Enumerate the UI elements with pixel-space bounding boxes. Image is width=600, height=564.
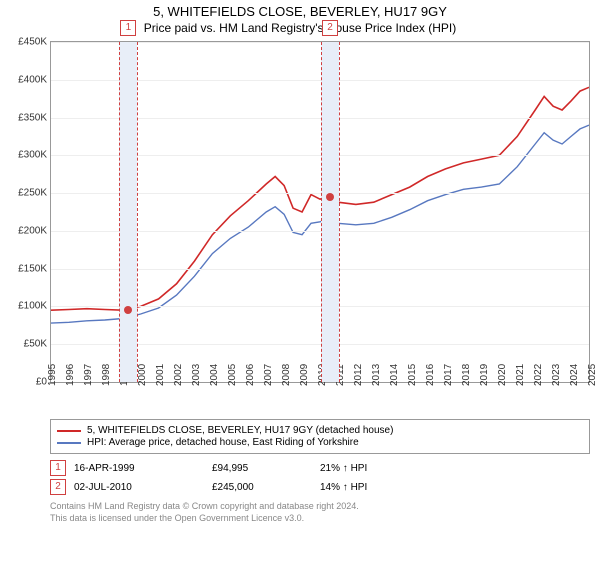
y-axis-label: £50K	[24, 339, 51, 350]
event-marker: 2	[50, 479, 66, 495]
chart-marker-dot	[124, 306, 132, 314]
event-row: 2 02-JUL-2010 £245,000 14% ↑ HPI	[50, 479, 590, 495]
x-axis-label: 2007	[263, 364, 274, 386]
chart-marker-box: 2	[322, 20, 338, 36]
dashed-line	[339, 42, 340, 382]
x-axis-label: 2001	[155, 364, 166, 386]
x-axis-label: 2024	[569, 364, 580, 386]
y-axis-label: £300K	[18, 150, 51, 161]
legend-item: 5, WHITEFIELDS CLOSE, BEVERLEY, HU17 9GY…	[57, 425, 583, 436]
event-pct: 14% ↑ HPI	[320, 482, 367, 493]
event-date: 16-APR-1999	[74, 463, 204, 474]
footer-line: This data is licensed under the Open Gov…	[50, 513, 590, 525]
legend-label: HPI: Average price, detached house, East…	[87, 437, 359, 448]
footer-line: Contains HM Land Registry data © Crown c…	[50, 501, 590, 513]
chart-marker-box: 1	[120, 20, 136, 36]
dashed-line	[321, 42, 322, 382]
x-axis-label: 2015	[407, 364, 418, 386]
y-axis-label: £150K	[18, 263, 51, 274]
event-price: £94,995	[212, 463, 312, 474]
dashed-line	[119, 42, 120, 382]
y-axis-label: £250K	[18, 188, 51, 199]
shaded-range	[321, 42, 339, 382]
x-axis-label: 2022	[533, 364, 544, 386]
shaded-range	[119, 42, 137, 382]
x-axis-label: 2002	[173, 364, 184, 386]
x-axis-label: 2013	[371, 364, 382, 386]
y-axis-label: £400K	[18, 74, 51, 85]
x-axis-label: 2020	[497, 364, 508, 386]
x-axis-label: 2008	[281, 364, 292, 386]
event-date: 02-JUL-2010	[74, 482, 204, 493]
x-axis-label: 2005	[227, 364, 238, 386]
y-axis-label: £200K	[18, 225, 51, 236]
x-axis-label: 1998	[101, 364, 112, 386]
price-chart: £0£50K£100K£150K£200K£250K£300K£350K£400…	[50, 41, 590, 383]
legend-label: 5, WHITEFIELDS CLOSE, BEVERLEY, HU17 9GY…	[87, 425, 393, 436]
event-price: £245,000	[212, 482, 312, 493]
legend: 5, WHITEFIELDS CLOSE, BEVERLEY, HU17 9GY…	[50, 419, 590, 454]
event-list: 1 16-APR-1999 £94,995 21% ↑ HPI 2 02-JUL…	[50, 460, 590, 495]
legend-swatch	[57, 442, 81, 444]
legend-swatch	[57, 430, 81, 432]
x-axis-label: 1996	[65, 364, 76, 386]
event-row: 1 16-APR-1999 £94,995 21% ↑ HPI	[50, 460, 590, 476]
x-axis-label: 1997	[83, 364, 94, 386]
x-axis-label: 1995	[47, 364, 58, 386]
x-axis-label: 2025	[587, 364, 598, 386]
event-marker: 1	[50, 460, 66, 476]
y-axis-label: £100K	[18, 301, 51, 312]
x-axis-label: 2009	[299, 364, 310, 386]
x-axis-label: 2016	[425, 364, 436, 386]
x-axis-label: 2019	[479, 364, 490, 386]
page-title: 5, WHITEFIELDS CLOSE, BEVERLEY, HU17 9GY	[0, 4, 600, 19]
x-axis-label: 2004	[209, 364, 220, 386]
dashed-line	[137, 42, 138, 382]
x-axis-label: 2006	[245, 364, 256, 386]
x-axis-label: 2000	[137, 364, 148, 386]
x-axis-label: 2023	[551, 364, 562, 386]
x-axis-label: 2018	[461, 364, 472, 386]
x-axis-label: 2021	[515, 364, 526, 386]
page-subtitle: Price paid vs. HM Land Registry's House …	[0, 21, 600, 35]
y-axis-label: £350K	[18, 112, 51, 123]
legend-item: HPI: Average price, detached house, East…	[57, 437, 583, 448]
footer: Contains HM Land Registry data © Crown c…	[50, 501, 590, 524]
x-axis-label: 2003	[191, 364, 202, 386]
event-pct: 21% ↑ HPI	[320, 463, 367, 474]
x-axis-label: 2012	[353, 364, 364, 386]
x-axis-label: 2014	[389, 364, 400, 386]
y-axis-label: £450K	[18, 37, 51, 48]
chart-marker-dot	[326, 193, 334, 201]
x-axis-label: 2017	[443, 364, 454, 386]
